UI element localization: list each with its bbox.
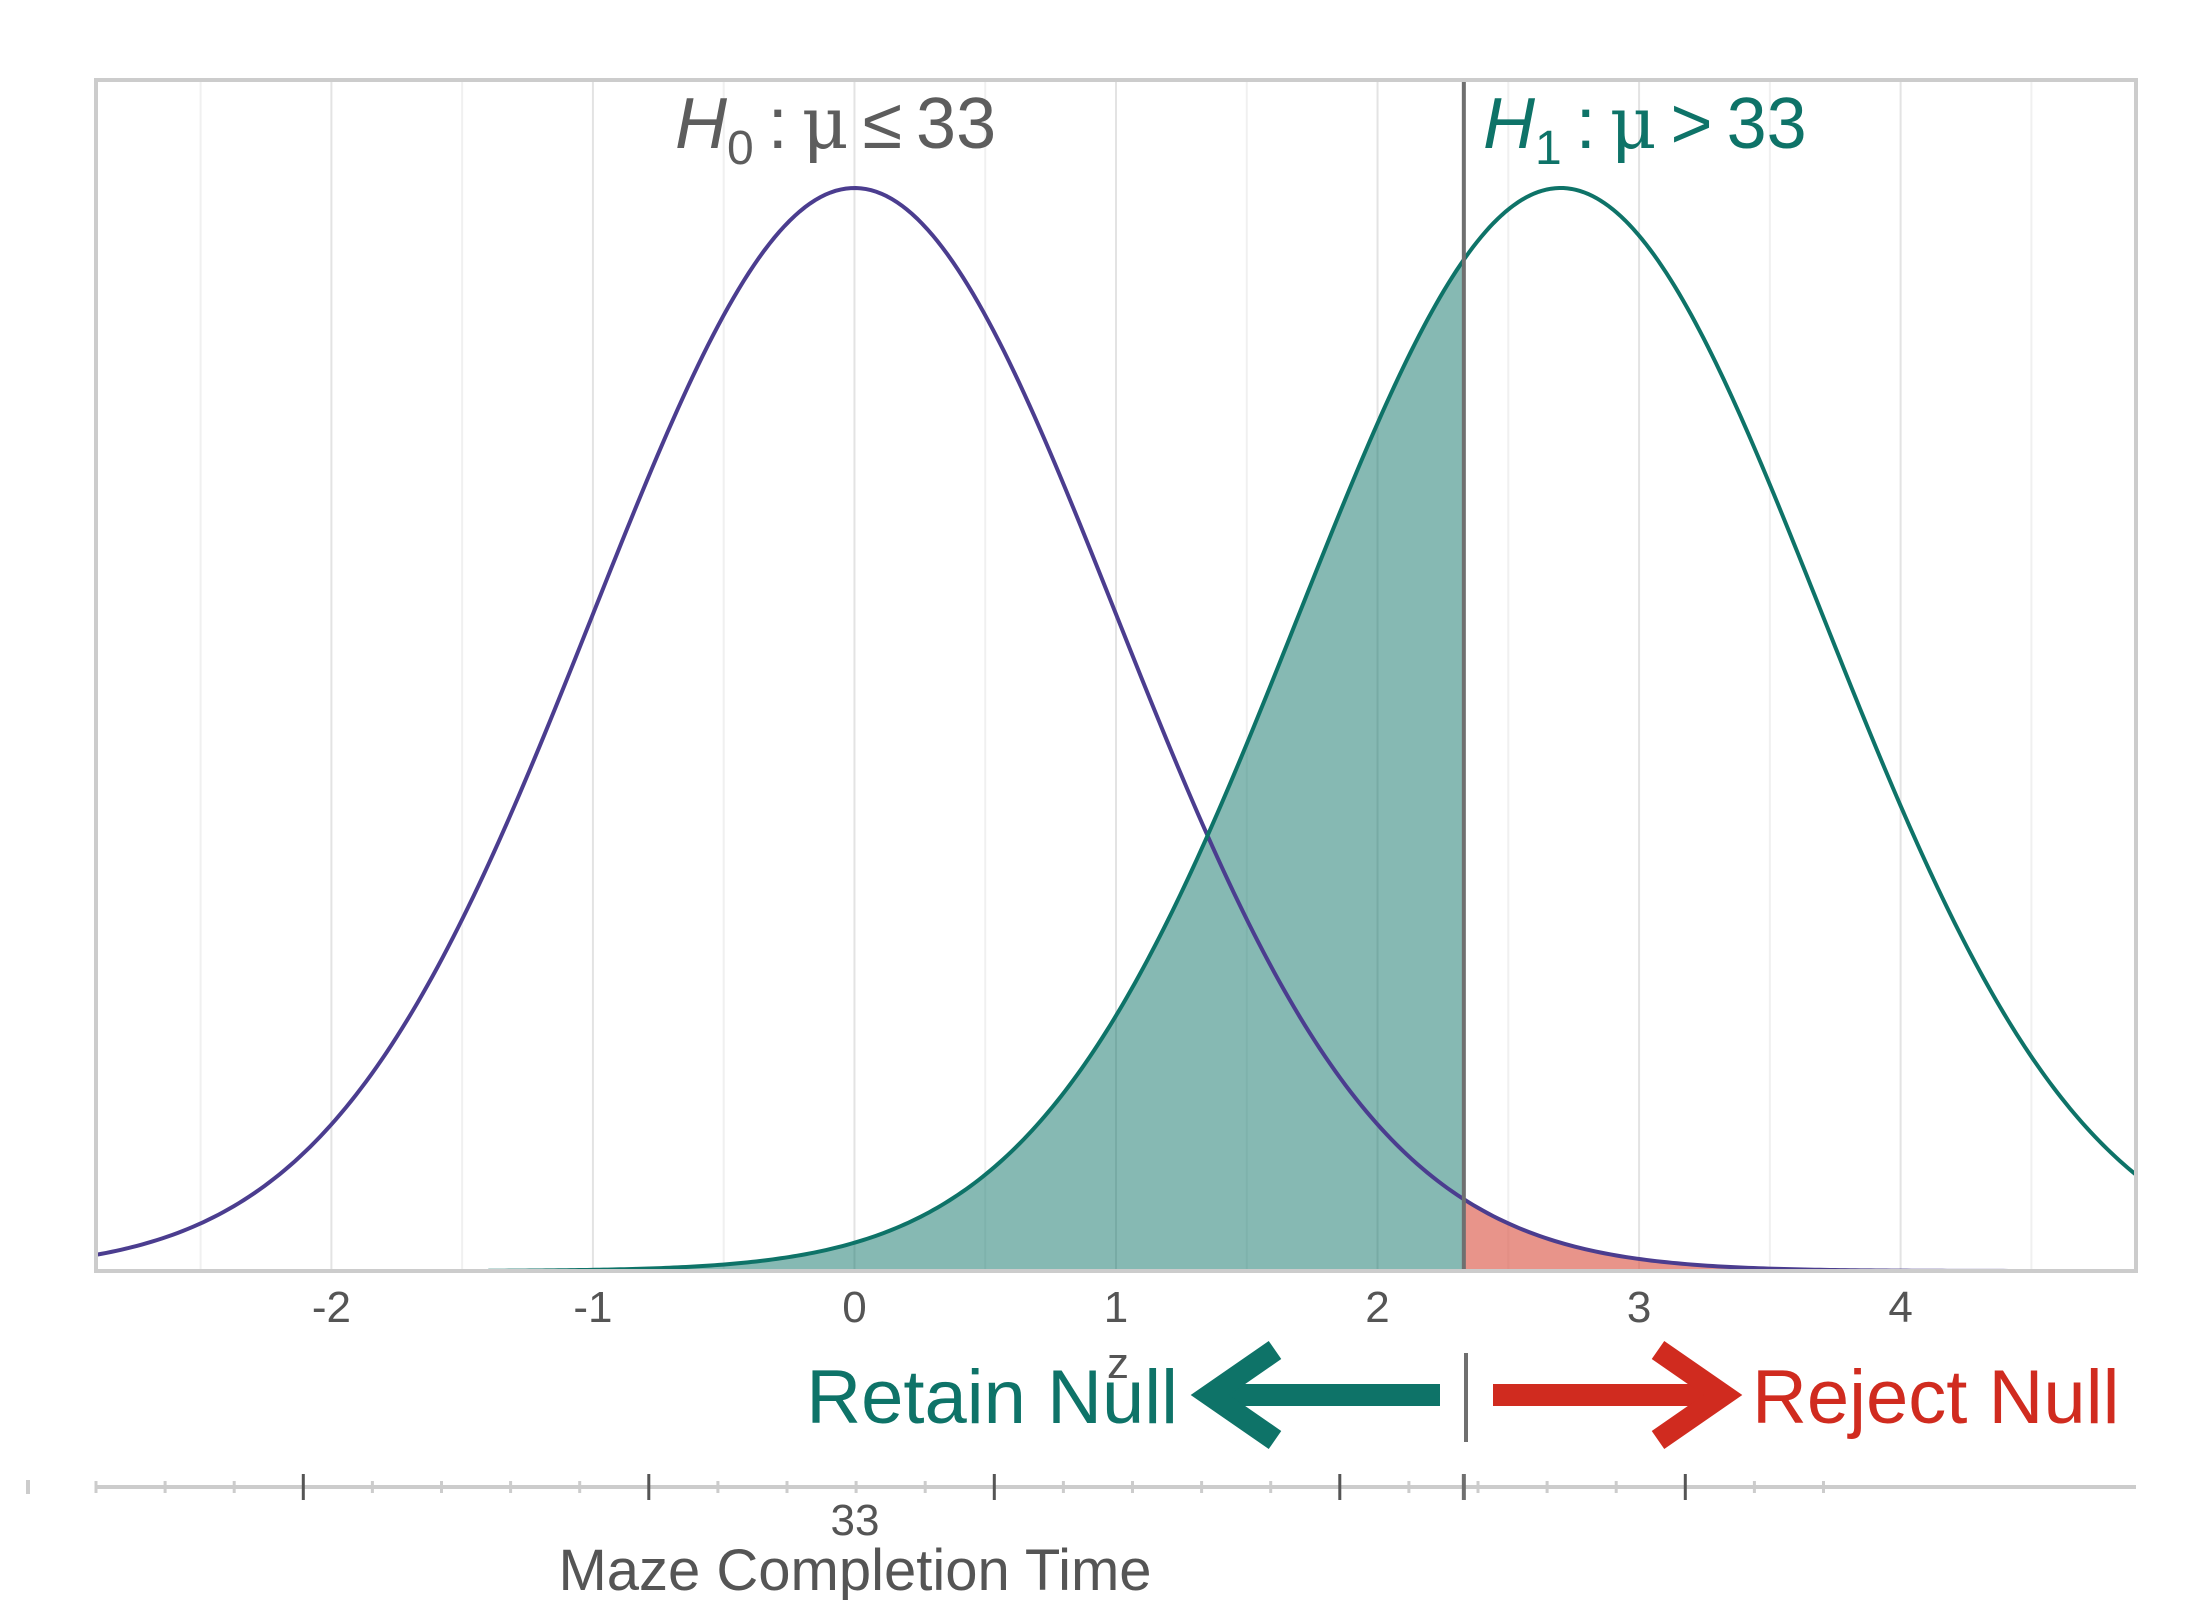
h0-label: H0: μ ≤33 bbox=[675, 81, 996, 175]
x-tick-label: -1 bbox=[573, 1283, 612, 1332]
reject-arrow bbox=[1493, 1340, 1743, 1450]
x-tick-label: 4 bbox=[1888, 1283, 1912, 1332]
h1-label: H1: μ >33 bbox=[1483, 81, 1807, 175]
reject-null-label: Reject Null bbox=[1752, 1355, 2119, 1440]
reject-region-area bbox=[1463, 1199, 1927, 1271]
x-tick-label: 1 bbox=[1104, 1283, 1128, 1332]
secondary-axis-ticks bbox=[94, 1474, 1825, 1500]
retain-region-area bbox=[488, 259, 1464, 1271]
x-tick-label: 3 bbox=[1627, 1283, 1651, 1332]
shaded-regions bbox=[488, 259, 1927, 1271]
plot-border bbox=[94, 78, 2138, 1273]
retain-arrow bbox=[1190, 1340, 1440, 1450]
alternative-distribution-curve bbox=[488, 186, 2138, 1273]
secondary-axis-title: Maze Completion Time bbox=[558, 1538, 1151, 1600]
secondary-axis: 33 Maze Completion Time bbox=[26, 1474, 2136, 1600]
x-axis-title: z bbox=[1107, 1339, 1129, 1388]
retain-null-label: Retain Null bbox=[806, 1355, 1178, 1440]
x-tick-label: 0 bbox=[842, 1283, 866, 1332]
x-tick-label: -2 bbox=[312, 1283, 351, 1332]
x-tick-label: 2 bbox=[1365, 1283, 1389, 1332]
x-axis-ticks: -2 -1 0 1 2 3 4 bbox=[312, 1283, 1913, 1332]
secondary-tick-label: 33 bbox=[831, 1496, 880, 1545]
